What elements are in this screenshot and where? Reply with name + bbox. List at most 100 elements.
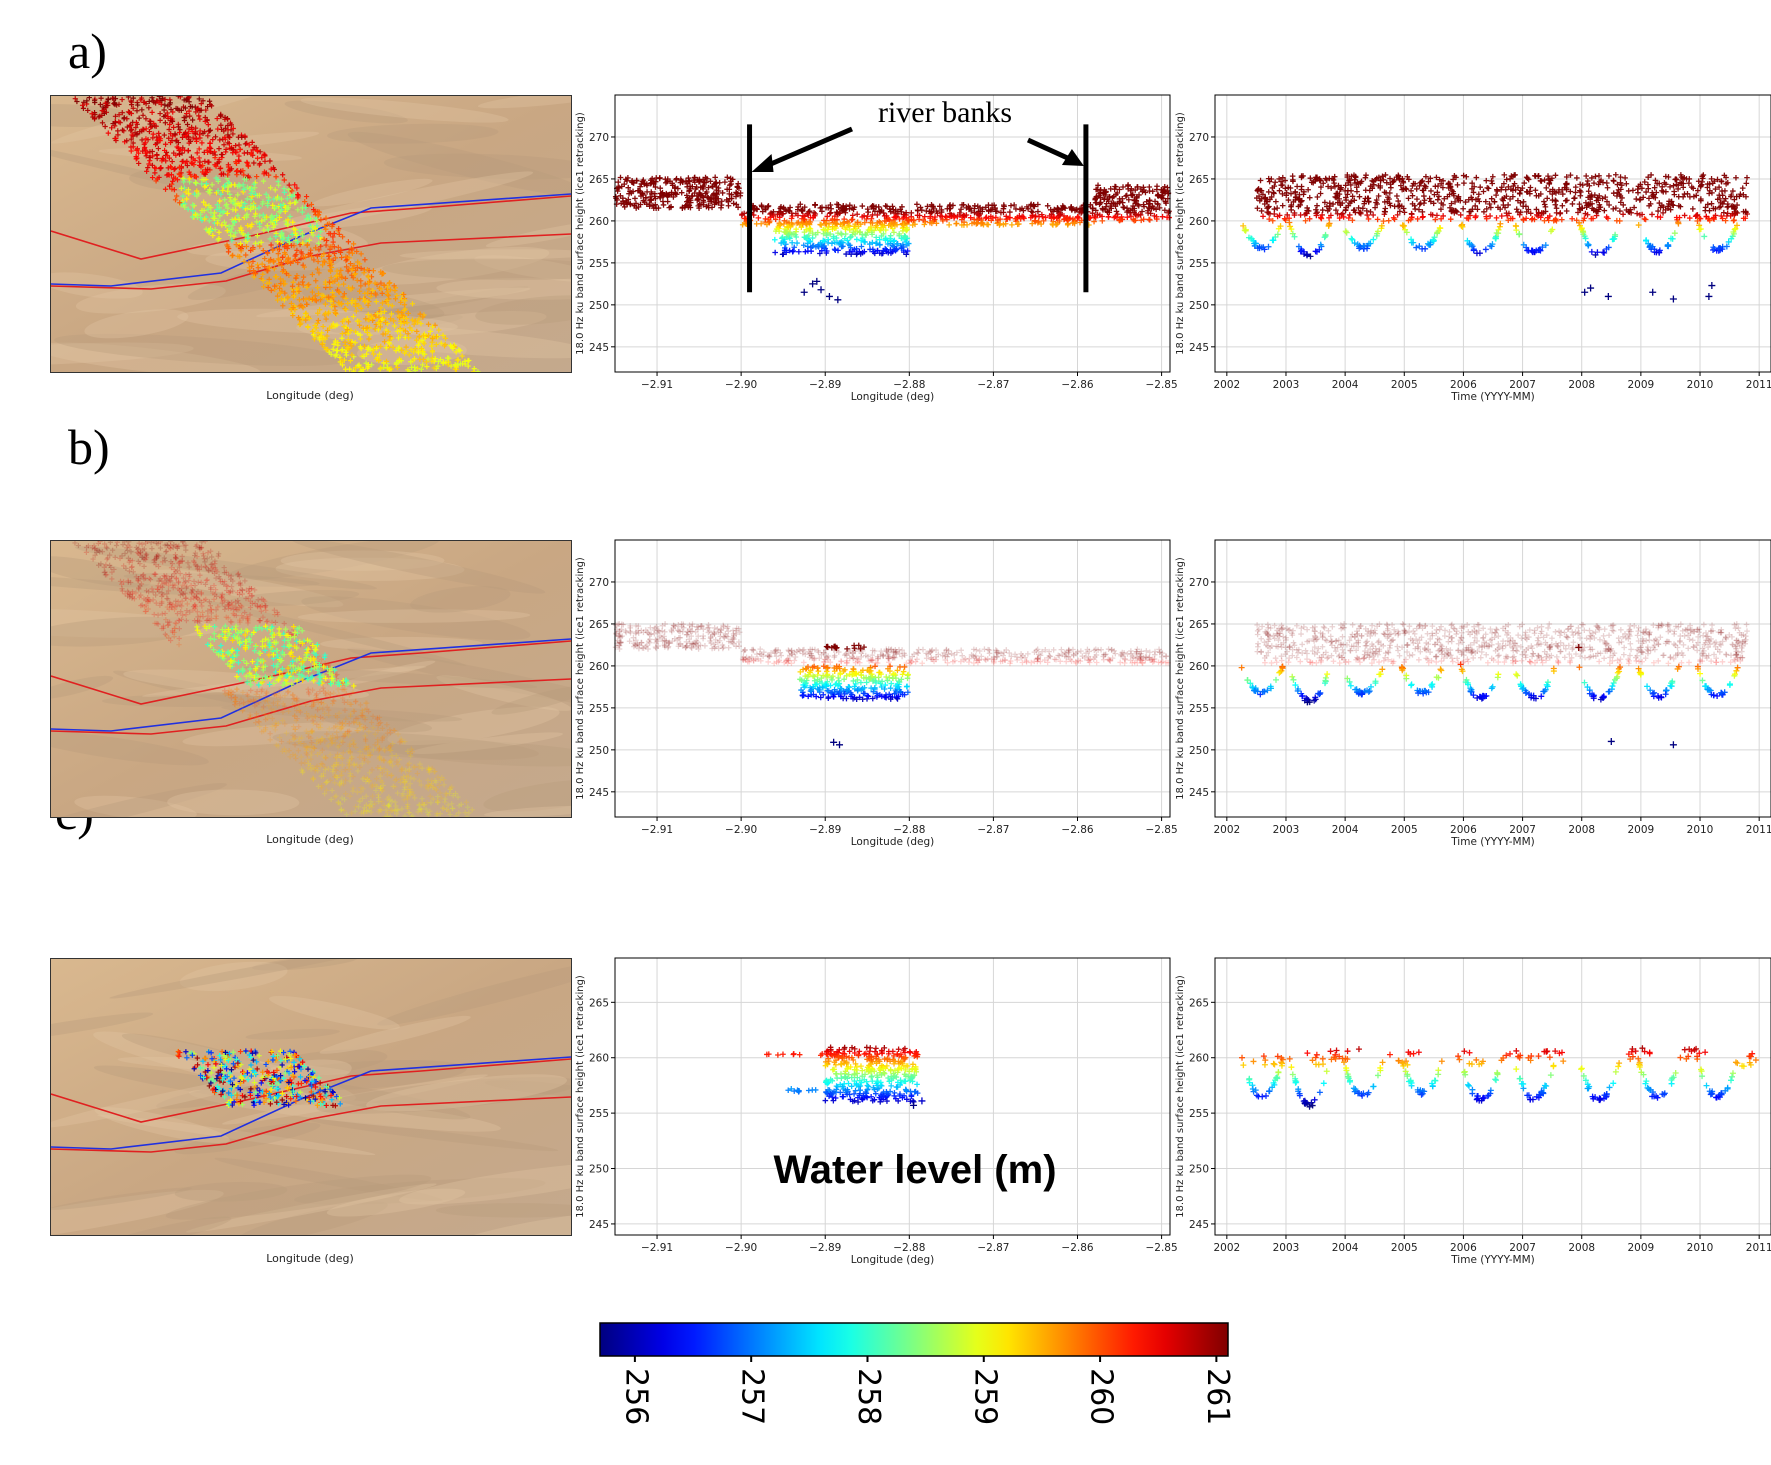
track-point (254, 262, 261, 268)
altimetry-tracks (72, 96, 481, 372)
track-point (233, 142, 239, 149)
track-point (217, 165, 223, 172)
scatter-point (1147, 217, 1153, 223)
scatter-point (812, 202, 818, 209)
track-point (119, 110, 125, 116)
track-point (425, 356, 431, 362)
track-point (309, 229, 315, 236)
track-point (161, 107, 167, 113)
track-point (378, 286, 384, 292)
scatter-point (772, 249, 778, 256)
track-point (320, 323, 326, 330)
track-point (323, 226, 329, 232)
scatter-point (953, 220, 959, 227)
track-point (217, 213, 223, 219)
track-point (212, 134, 219, 140)
scatter-point (1146, 184, 1153, 190)
scatter-point (869, 203, 876, 209)
track-point (236, 153, 242, 159)
panel-label-a: a) (68, 23, 107, 79)
track-point (354, 264, 360, 271)
track-point (225, 172, 231, 178)
x-tick-label: −2.89 (809, 379, 841, 391)
scatter-point (1044, 203, 1051, 209)
scatter-point (794, 240, 800, 246)
scatter-point (735, 180, 742, 187)
track-point (218, 122, 224, 128)
track-point (415, 350, 422, 356)
scatter-point (914, 201, 920, 208)
track-point (280, 201, 286, 208)
scatter-point (891, 229, 897, 236)
scatter-point (1008, 202, 1014, 209)
y-tick-label: 265 (589, 174, 609, 186)
track-point (186, 108, 192, 114)
track-point (409, 317, 415, 323)
scatter-point (1111, 214, 1118, 221)
track-point (284, 295, 290, 301)
scatter-point (1123, 193, 1129, 199)
x-tick-label: −2.85 (1145, 379, 1177, 391)
track-point (298, 255, 304, 261)
track-point (187, 113, 193, 119)
track-point (378, 280, 384, 286)
track-point (124, 124, 130, 130)
track-point (372, 326, 378, 332)
scatter-point (1159, 213, 1166, 220)
scatter-point (673, 177, 679, 183)
track-point (391, 318, 397, 324)
track-point (342, 339, 348, 345)
track-point (366, 286, 372, 292)
track-point (392, 296, 399, 302)
scatter-point (827, 210, 833, 217)
river-bank-line-north (51, 195, 571, 260)
scatter-point (946, 222, 952, 228)
scatter-point (730, 200, 737, 207)
track-point (156, 96, 162, 100)
y-tick-label: 250 (589, 300, 609, 312)
track-point (339, 234, 346, 240)
track-point (171, 150, 177, 156)
track-point (314, 218, 320, 224)
scatter-point (1125, 182, 1131, 188)
track-point (375, 327, 381, 333)
track-point (357, 296, 363, 302)
chart-a-height-vs-longitude: −2.91 −2.90 −2.89 −2.88 −2.87 −2.86 −2.8524525… (575, 94, 1178, 403)
scatter-point (718, 204, 724, 211)
track-point (262, 264, 268, 270)
track-point (271, 266, 277, 272)
track-point (81, 99, 87, 105)
scatter-point (859, 203, 866, 209)
y-tick-label: 260 (589, 216, 609, 228)
track-point (315, 233, 322, 240)
track-point (363, 316, 369, 322)
track-point (157, 117, 163, 123)
y-tick-label: 270 (589, 132, 609, 144)
track-point (332, 353, 338, 359)
scatter-point (921, 221, 928, 228)
track-point (86, 96, 92, 101)
track-point (229, 237, 235, 243)
panel-label-b: b) (68, 419, 110, 475)
track-point (339, 331, 345, 337)
satellite-imagery (51, 96, 571, 372)
map-panel-a (50, 95, 572, 373)
track-point (330, 257, 336, 264)
track-point (193, 180, 199, 187)
scatter-point (632, 195, 638, 202)
track-point (116, 112, 122, 118)
track-point (300, 282, 306, 288)
track-point (381, 360, 387, 366)
track-point (224, 210, 230, 217)
track-point (150, 153, 156, 159)
track-point (284, 196, 290, 202)
track-point (308, 201, 315, 208)
track-point (294, 247, 300, 253)
track-point (148, 124, 154, 130)
x-tick-label: −2.88 (893, 379, 925, 391)
track-point (330, 234, 336, 240)
track-point (144, 168, 150, 174)
track-point (281, 297, 287, 303)
scatter-point (849, 212, 856, 219)
